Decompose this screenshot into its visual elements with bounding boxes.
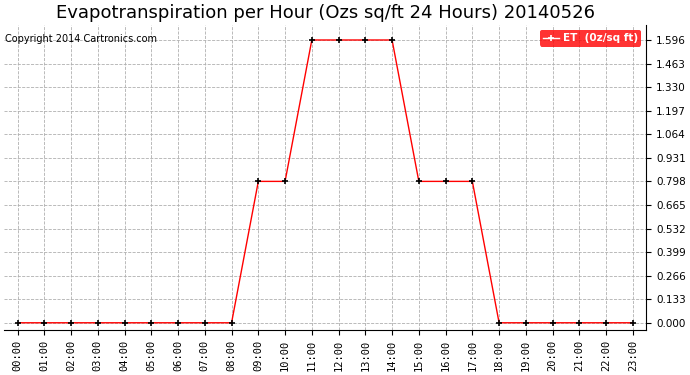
ET  (0z/sq ft) — [388, 38, 396, 42]
ET  (0z/sq ft) — [228, 321, 236, 325]
ET  (0z/sq ft) — [469, 179, 477, 184]
ET  (0z/sq ft) — [335, 38, 343, 42]
ET  (0z/sq ft) — [495, 321, 503, 325]
ET  (0z/sq ft) — [629, 321, 637, 325]
Text: Copyright 2014 Cartronics.com: Copyright 2014 Cartronics.com — [6, 34, 157, 44]
ET  (0z/sq ft) — [602, 321, 610, 325]
ET  (0z/sq ft) — [281, 179, 289, 184]
ET  (0z/sq ft) — [67, 321, 75, 325]
Title: Evapotranspiration per Hour (Ozs sq/ft 24 Hours) 20140526: Evapotranspiration per Hour (Ozs sq/ft 2… — [56, 4, 595, 22]
ET  (0z/sq ft) — [147, 321, 155, 325]
Line: ET  (0z/sq ft): ET (0z/sq ft) — [14, 36, 636, 326]
Legend: ET  (0z/sq ft): ET (0z/sq ft) — [540, 30, 641, 46]
ET  (0z/sq ft) — [40, 321, 48, 325]
ET  (0z/sq ft) — [94, 321, 102, 325]
ET  (0z/sq ft) — [121, 321, 129, 325]
ET  (0z/sq ft) — [575, 321, 584, 325]
ET  (0z/sq ft) — [415, 179, 423, 184]
ET  (0z/sq ft) — [201, 321, 209, 325]
ET  (0z/sq ft) — [174, 321, 182, 325]
ET  (0z/sq ft) — [13, 321, 21, 325]
ET  (0z/sq ft) — [549, 321, 557, 325]
ET  (0z/sq ft) — [442, 179, 450, 184]
ET  (0z/sq ft) — [254, 179, 262, 184]
ET  (0z/sq ft) — [361, 38, 369, 42]
ET  (0z/sq ft) — [522, 321, 530, 325]
ET  (0z/sq ft) — [308, 38, 316, 42]
